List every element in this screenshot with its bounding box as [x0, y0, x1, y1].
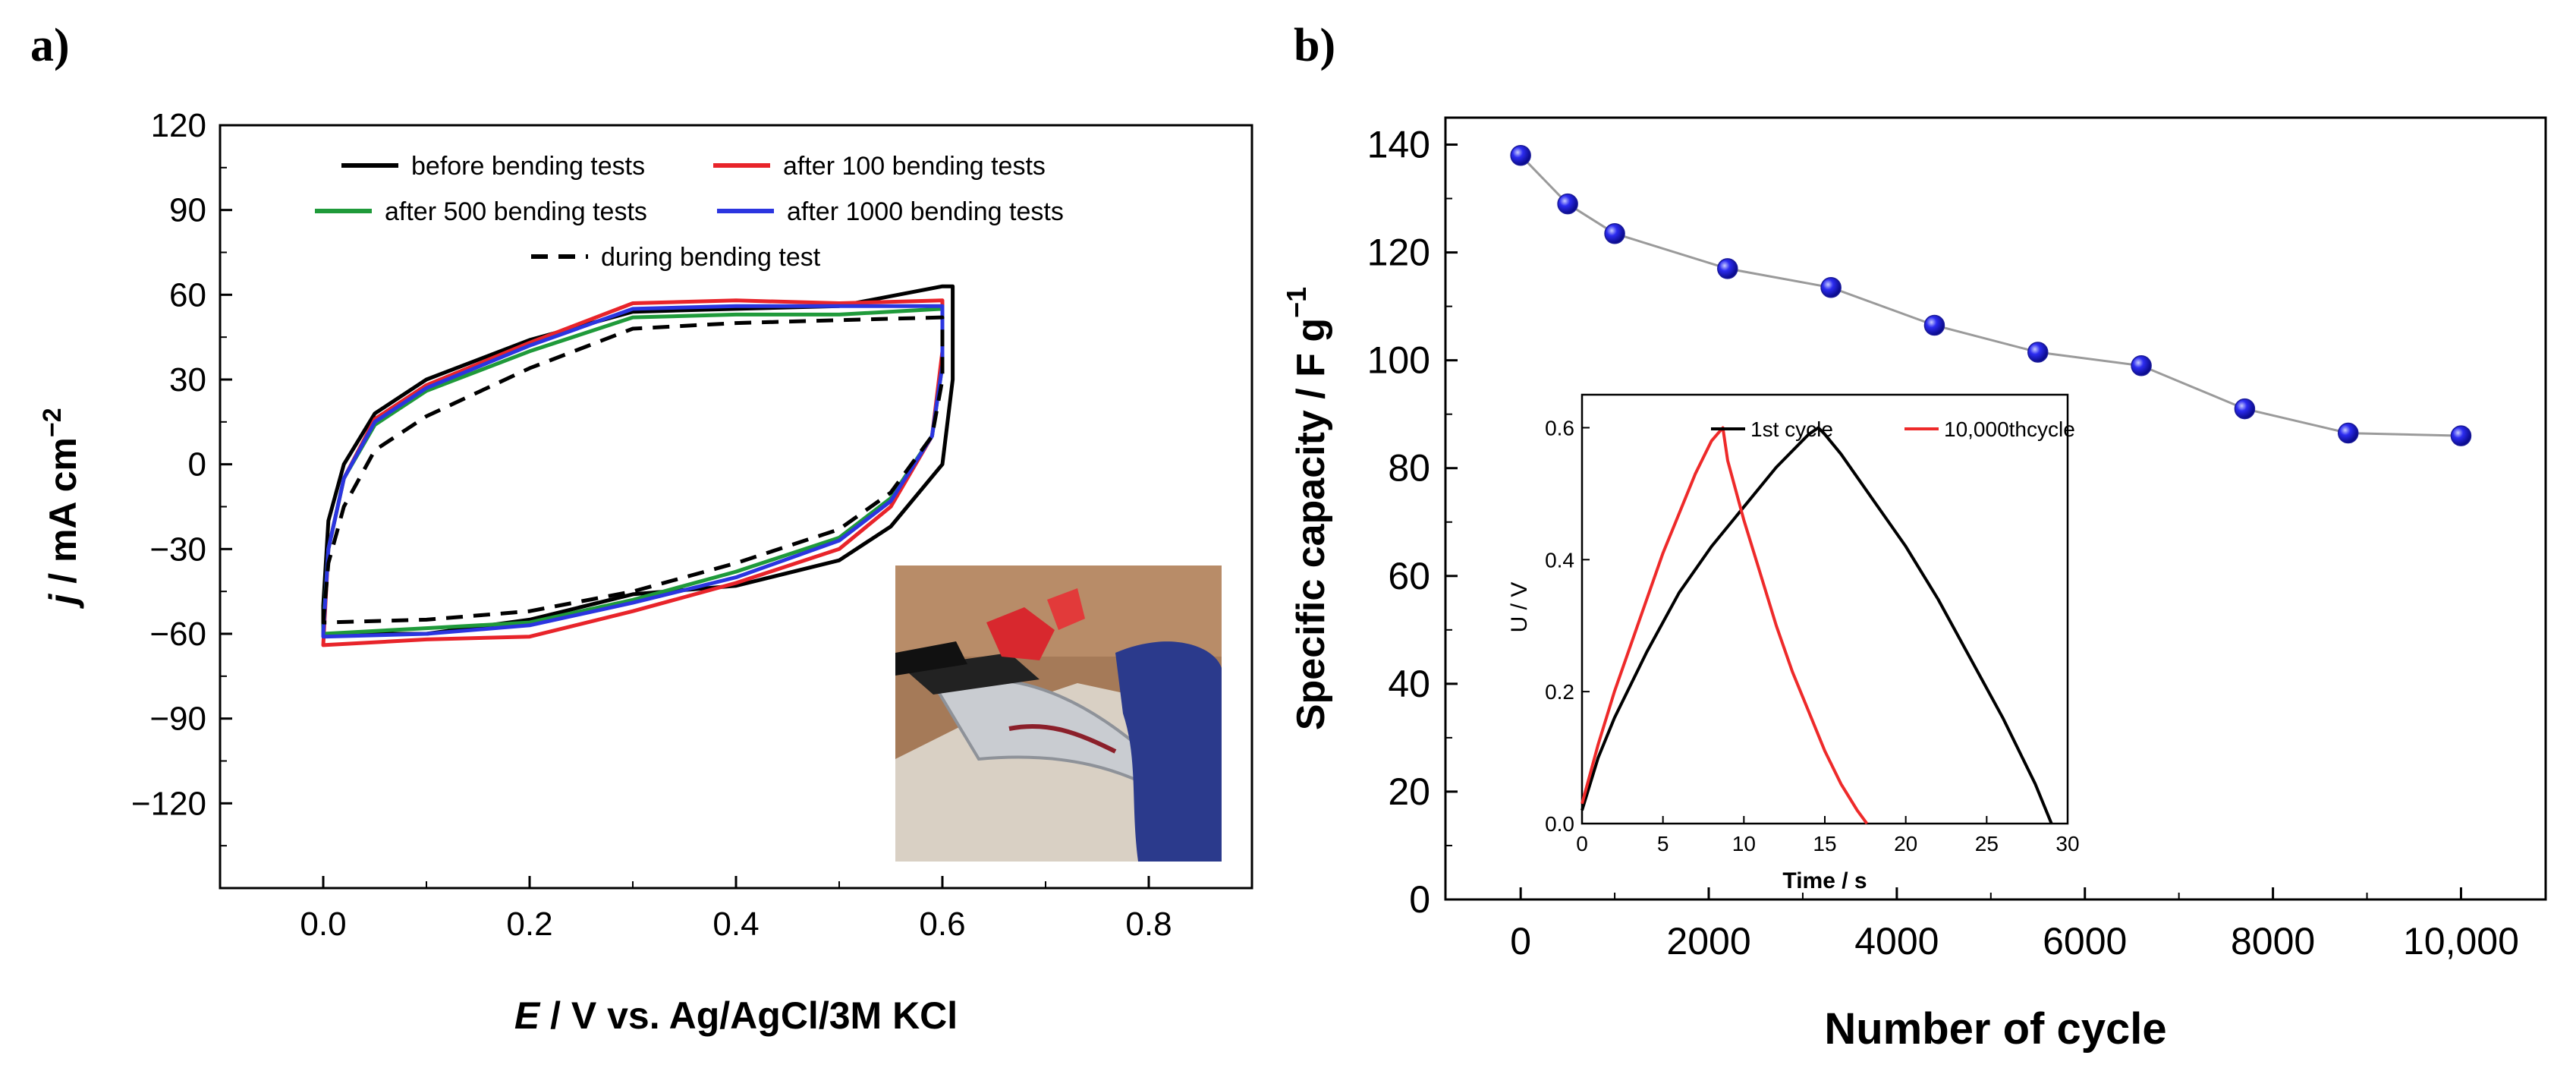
gcd-inset-xtick-label: 5	[1657, 832, 1669, 855]
cv-xtick-label: 0.4	[712, 906, 759, 943]
capacity-ytick-label: 40	[1388, 663, 1430, 705]
capacity-point	[1604, 222, 1625, 244]
capacity-xtick-label: 10,000	[2403, 920, 2519, 962]
capacity-xtick-label: 4000	[1854, 920, 1939, 962]
cv-ylabel: j / mA cm−2	[38, 408, 84, 609]
cv-ylabel-sup: −2	[38, 408, 67, 437]
panel-a-label: a)	[30, 20, 70, 71]
cv-legend: before bending tests after 100 bending te…	[315, 152, 1064, 272]
gcd-inset-xtick-label: 25	[1975, 832, 1999, 855]
cv-curve-3	[321, 307, 945, 636]
cv-ytick-label: −60	[149, 616, 206, 653]
cv-xtick-label: 0.8	[1125, 906, 1172, 943]
cv-chart: 0.0 0.2 0.4 0.6 0.8 −120 −90 −60 −30 0 30 60 90 120 b…	[38, 107, 1253, 1037]
capacity-ytick-label: 100	[1367, 339, 1430, 382]
gcd-curve-2	[1581, 426, 1869, 825]
cv-curve-1	[321, 284, 955, 636]
capacity-ylabel: Specific capacity / F g−1	[1281, 287, 1333, 730]
gcd-legend-label: 1st cycle	[1750, 417, 1833, 441]
capacity-series	[1510, 144, 2472, 446]
cv-xlabel: E / V vs. Ag/AgCl/3M KCl	[514, 994, 958, 1037]
capacity-xtick-label: 2000	[1666, 920, 1750, 962]
capacity-ytick-label: 20	[1388, 770, 1430, 813]
cv-legend-label: before bending tests	[411, 152, 645, 181]
gcd-curve-1	[1581, 426, 2053, 824]
gcd-inset-ytick-label: 0.0	[1545, 812, 1574, 836]
capacity-ylabel-sup: −1	[1281, 287, 1312, 318]
capacity-ticks: 0 2000 4000 6000 8000 10,00002040608010012014…	[1367, 124, 2519, 962]
capacity-xtick-label: 0	[1510, 920, 1531, 962]
capacity-point	[2234, 398, 2256, 420]
capacity-ytick-label: 60	[1388, 555, 1430, 597]
cv-ticks: 0.0 0.2 0.4 0.6 0.8 −120 −90 −60 −30 0 30 60 90 120	[131, 107, 1253, 943]
gcd-inset-xtick-label: 0	[1576, 832, 1588, 855]
capacity-point	[1923, 314, 1945, 336]
capacity-ytick-label: 120	[1367, 232, 1430, 274]
cv-xtick-label: 0.2	[506, 906, 552, 943]
cv-ytick-label: 30	[169, 361, 206, 399]
cv-curves	[321, 284, 955, 647]
gcd-inset: 0 5 10 15 20 25 30 0.0 0.2 0.4 0.6 1st cycle 10,000…	[1506, 393, 2080, 893]
capacity-xtick-label: 6000	[2043, 920, 2127, 962]
gcd-inset-ticks: 0 5 10 15 20 25 30 0.0 0.2 0.4 0.6	[1545, 416, 2080, 855]
cv-curve-5	[321, 315, 945, 625]
gcd-inset-xlabel: Time / s	[1782, 868, 1867, 893]
gcd-inset-ytick-label: 0.4	[1545, 548, 1574, 572]
capacity-point	[1820, 277, 1842, 298]
gcd-inset-xtick-label: 15	[1813, 832, 1836, 855]
gcd-legend-label: 10,000thcycle	[1944, 417, 2075, 441]
cv-ylabel-var: j	[42, 594, 84, 610]
cv-xtick-label: 0.0	[300, 906, 346, 943]
gcd-inset-legend: 1st cycle 10,000thcycle	[1711, 417, 2075, 441]
gcd-inset-ytick-label: 0.6	[1545, 416, 1574, 439]
gcd-inset-xtick-label: 20	[1894, 832, 1917, 855]
capacity-point	[1717, 258, 1738, 279]
cv-xtick-label: 0.6	[919, 906, 965, 943]
gcd-inset-xtick-label: 10	[1732, 832, 1756, 855]
capacity-ylabel-text: Specific capacity / F g	[1289, 318, 1333, 730]
gcd-inset-xtick-label: 30	[2055, 832, 2079, 855]
cv-ytick-label: 120	[151, 107, 206, 144]
cv-curve-4	[321, 304, 945, 639]
cv-ylabel-rest: / mA cm	[42, 437, 84, 594]
capacity-xlabel: Number of cycle	[1824, 1004, 2166, 1054]
cv-ytick-label: −90	[149, 701, 206, 738]
capacity-point	[2450, 425, 2472, 446]
cv-ytick-label: 0	[188, 446, 206, 484]
capacity-xtick-label: 8000	[2231, 920, 2315, 962]
capacity-ytick-label: 0	[1409, 878, 1430, 921]
cv-ytick-label: −30	[149, 531, 206, 568]
capacity-point	[2337, 422, 2359, 444]
cv-legend-label: after 1000 bending tests	[787, 197, 1064, 226]
gcd-inset-ylabel: U / V	[1507, 582, 1532, 633]
panel-b-label: b)	[1294, 20, 1335, 71]
cv-legend-label: after 100 bending tests	[783, 152, 1046, 181]
capacity-point	[2027, 342, 2049, 363]
cv-xlabel-var: E	[514, 994, 541, 1037]
bending-photo	[895, 565, 1222, 862]
capacity-point	[2131, 355, 2152, 376]
cv-ytick-label: −120	[131, 785, 206, 822]
cv-curve-2	[321, 298, 945, 647]
capacity-ytick-label: 80	[1388, 447, 1430, 490]
cv-ytick-label: 90	[169, 192, 206, 229]
gcd-inset-ytick-label: 0.2	[1545, 680, 1574, 704]
capacity-plot-frame	[1444, 116, 2547, 901]
capacity-chart: 0 2000 4000 6000 8000 10,00002040608010012014…	[1281, 116, 2547, 1054]
gcd-inset-curves	[1581, 426, 2053, 825]
capacity-ytick-label: 140	[1367, 124, 1430, 166]
capacity-point	[1557, 193, 1578, 215]
cv-ytick-label: 60	[169, 276, 206, 313]
capacity-point	[1510, 144, 1531, 166]
capacity-line	[1520, 154, 2461, 437]
cv-legend-label: during bending test	[601, 243, 821, 272]
cv-xlabel-rest: / V vs. Ag/AgCl/3M KCl	[539, 994, 958, 1037]
cv-legend-label: after 500 bending tests	[385, 197, 647, 226]
